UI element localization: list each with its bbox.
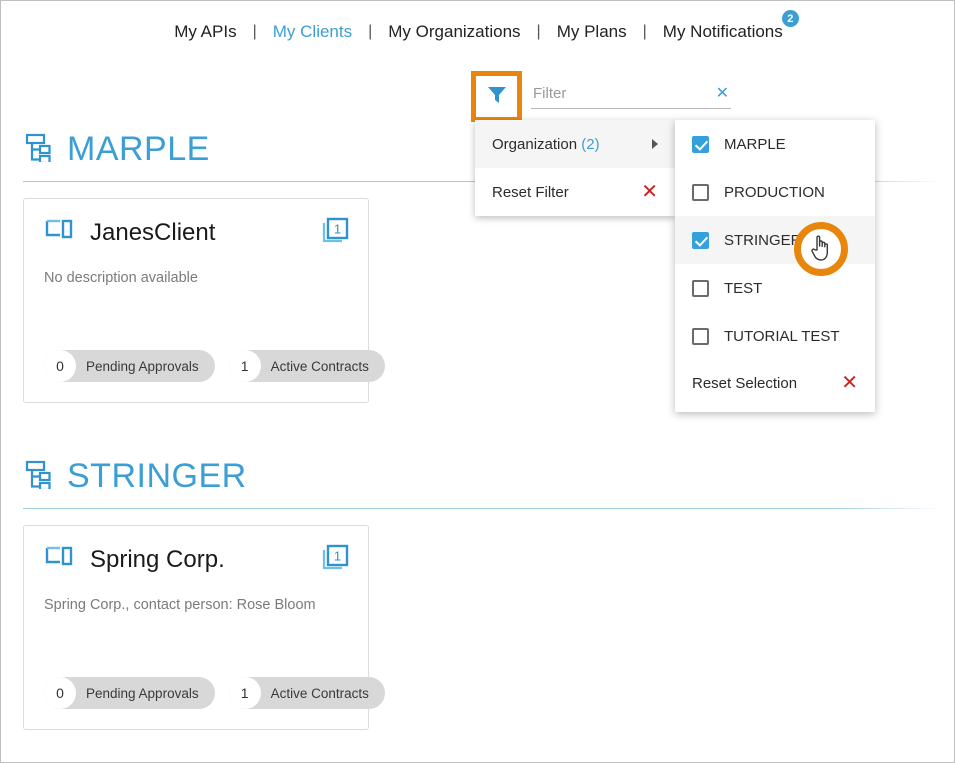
client-description: No description available <box>44 270 198 286</box>
nav-separator: | <box>368 23 373 40</box>
organization-submenu-panel: MARPLE PRODUCTION STRINGER TEST TUTORIAL… <box>675 120 875 412</box>
nav-separator: | <box>252 23 257 40</box>
filter-input[interactable] <box>531 84 691 103</box>
cursor-highlight-ring <box>794 222 848 276</box>
copies-icon[interactable]: 1 <box>322 217 350 250</box>
nav-separator: | <box>642 23 647 40</box>
stat-pill-pending-approvals[interactable]: 0 Pending Approvals <box>44 677 215 709</box>
org-header: MARPLE <box>23 125 943 173</box>
client-name: Spring Corp. <box>90 545 225 573</box>
menu-item-label: Organization <box>492 135 578 153</box>
nav-item-my-notifications[interactable]: My Notifications 2 <box>649 10 799 42</box>
stat-label: Pending Approvals <box>86 685 199 701</box>
nav-label: My Plans <box>556 22 627 41</box>
client-card-header: Spring Corp. <box>44 544 348 575</box>
client-card-header: JanesClient <box>44 217 348 248</box>
submenu-option-label: PRODUCTION <box>724 183 825 201</box>
red-x-icon[interactable]: ✕ <box>641 181 658 203</box>
chevron-right-icon <box>652 139 658 149</box>
stat-count: 1 <box>228 350 261 382</box>
copies-icon[interactable]: 1 <box>322 544 350 577</box>
svg-text:1: 1 <box>334 222 341 237</box>
stat-label: Pending Approvals <box>86 358 199 374</box>
org-section-stringer: STRINGER Spring Corp. 1 <box>23 452 943 730</box>
menu-item-reset-filter[interactable]: Reset Filter ✕ <box>475 168 675 216</box>
checkbox-icon[interactable] <box>692 327 709 345</box>
nav-item-my-clients[interactable]: My Clients <box>259 22 366 42</box>
stat-label: Active Contracts <box>270 685 369 701</box>
submenu-option-marple[interactable]: MARPLE <box>675 120 875 168</box>
submenu-reset-selection[interactable]: Reset Selection ✕ <box>675 360 875 406</box>
menu-item-label: Reset Filter <box>492 183 569 201</box>
funnel-icon <box>485 82 509 111</box>
checkbox-icon[interactable] <box>692 231 709 249</box>
submenu-reset-label: Reset Selection <box>692 374 798 392</box>
checkbox-icon[interactable] <box>692 279 709 297</box>
submenu-option-label: MARPLE <box>724 135 786 153</box>
notification-count-badge: 2 <box>781 10 799 27</box>
client-card[interactable]: Spring Corp. 1 Spring Corp., contact per… <box>23 525 385 730</box>
menu-item-organization[interactable]: Organization (2) <box>475 120 675 168</box>
client-description: Spring Corp., contact person: Rose Bloom <box>44 597 316 613</box>
submenu-option-label: STRINGER <box>724 231 802 249</box>
submenu-option-label: TEST <box>724 279 763 297</box>
nav-label: My Clients <box>272 22 353 41</box>
nav-separator: | <box>536 23 541 40</box>
org-header: STRINGER <box>23 452 943 500</box>
submenu-option-production[interactable]: PRODUCTION <box>675 168 875 216</box>
stat-pill-active-contracts[interactable]: 1 Active Contracts <box>228 677 385 709</box>
pointing-hand-cursor-icon <box>806 231 836 268</box>
stat-count: 0 <box>44 677 76 709</box>
org-title: STRINGER <box>67 456 247 495</box>
nav-item-my-organizations[interactable]: My Organizations <box>374 22 534 42</box>
main-navigation: My APIs | My Clients | My Organizations … <box>1 1 954 63</box>
stat-pill-pending-approvals[interactable]: 0 Pending Approvals <box>44 350 215 382</box>
nav-label: My APIs <box>174 22 237 41</box>
client-stats: 0 Pending Approvals 1 Active Contracts <box>44 350 385 382</box>
stat-count: 0 <box>44 350 76 382</box>
devices-icon <box>44 217 74 248</box>
svg-text:1: 1 <box>334 549 341 564</box>
filter-input-group: ✕ <box>531 84 731 109</box>
org-hierarchy-icon <box>23 459 53 494</box>
nav-label: My Organizations <box>388 22 521 41</box>
stat-pill-active-contracts[interactable]: 1 Active Contracts <box>228 350 385 382</box>
nav-label: My Notifications <box>662 22 783 41</box>
stat-label: Active Contracts <box>270 358 369 374</box>
filter-funnel-button[interactable] <box>471 71 522 122</box>
client-name: JanesClient <box>90 218 216 246</box>
devices-icon <box>44 544 74 575</box>
filter-bar <box>471 71 522 122</box>
filter-menu-panel: Organization (2) Reset Filter ✕ <box>475 120 675 216</box>
stat-count: 1 <box>228 677 261 709</box>
org-hierarchy-icon <box>23 132 53 167</box>
checkbox-icon[interactable] <box>692 135 709 153</box>
submenu-option-tutorial-test[interactable]: TUTORIAL TEST <box>675 312 875 360</box>
clear-filter-icon[interactable]: ✕ <box>715 84 729 102</box>
org-section-marple: MARPLE JanesClient 1 <box>23 125 943 403</box>
submenu-option-test[interactable]: TEST <box>675 264 875 312</box>
checkbox-icon[interactable] <box>692 183 709 201</box>
org-title: MARPLE <box>67 129 210 168</box>
menu-item-count: (2) <box>581 135 600 153</box>
submenu-option-label: TUTORIAL TEST <box>724 327 840 345</box>
nav-item-my-apis[interactable]: My APIs <box>160 22 250 42</box>
red-x-icon[interactable]: ✕ <box>841 372 858 394</box>
client-card[interactable]: JanesClient 1 No description available 0… <box>23 198 385 403</box>
section-divider <box>23 508 943 509</box>
client-stats: 0 Pending Approvals 1 Active Contracts <box>44 677 385 709</box>
nav-item-my-plans[interactable]: My Plans <box>543 22 641 42</box>
menu-item-label-group: Organization (2) <box>492 136 600 153</box>
